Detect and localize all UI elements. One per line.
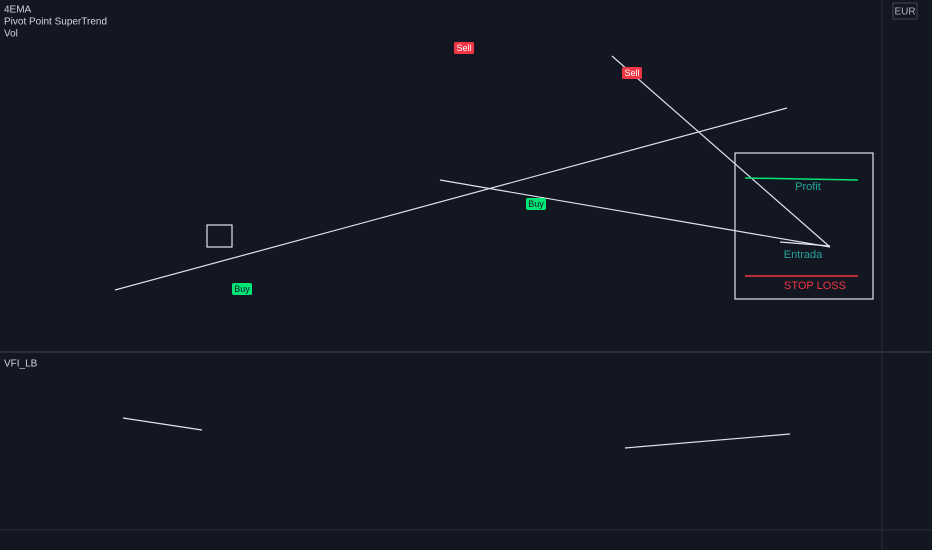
buy-tag <box>232 283 252 295</box>
trend-line <box>611 55 831 248</box>
trend-line <box>439 179 831 248</box>
indicator-label: VFI_LB <box>4 359 38 370</box>
trend-line <box>122 417 203 431</box>
indicator-label: Pivot Point SuperTrend <box>4 17 107 28</box>
sell-tag <box>454 42 474 54</box>
target-box <box>734 152 874 300</box>
buy-tag <box>526 198 546 210</box>
indicator-label: Vol <box>4 29 18 40</box>
currency: EUR <box>894 7 915 18</box>
buy-label: Buy <box>528 199 544 209</box>
profit-line <box>744 177 859 181</box>
trend-line <box>114 107 788 291</box>
sell-tag <box>622 67 642 79</box>
stop-label: STOP LOSS <box>784 280 846 292</box>
profit-label: Profit <box>795 181 821 193</box>
drawings: Profit Entrada STOP LOSS Buy Buy Sell Se… <box>114 42 874 449</box>
trend-line <box>624 433 791 449</box>
buy-label: Buy <box>234 284 250 294</box>
highlight-box <box>206 224 233 248</box>
sell-label: Sell <box>624 68 639 78</box>
entry-label: Entrada <box>784 249 823 261</box>
currency-box <box>892 2 918 20</box>
indicator-label: 4EMA <box>4 5 32 16</box>
trend-line <box>779 241 831 247</box>
sell-label: Sell <box>456 43 471 53</box>
